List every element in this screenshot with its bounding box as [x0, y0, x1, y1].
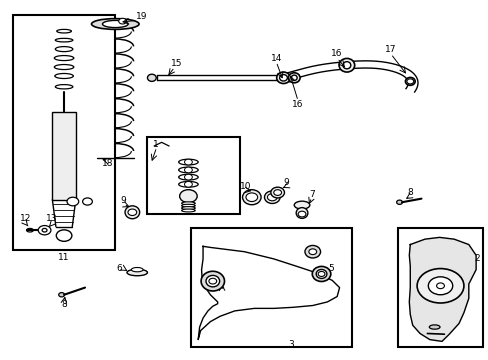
Circle shape [184, 159, 192, 165]
Text: 8: 8 [407, 188, 412, 197]
Circle shape [179, 190, 197, 203]
Text: 10: 10 [239, 182, 251, 191]
Ellipse shape [55, 46, 73, 51]
Ellipse shape [127, 269, 147, 276]
Ellipse shape [178, 159, 198, 165]
Circle shape [128, 209, 137, 216]
Ellipse shape [54, 55, 74, 60]
Circle shape [427, 277, 452, 295]
Bar [147, 137, 239, 214]
Ellipse shape [54, 64, 74, 69]
Text: 16: 16 [331, 49, 342, 58]
Circle shape [245, 193, 257, 202]
Ellipse shape [205, 275, 219, 287]
Ellipse shape [102, 21, 128, 28]
Circle shape [56, 230, 72, 241]
Text: 4: 4 [218, 282, 224, 291]
Circle shape [406, 79, 413, 84]
Ellipse shape [55, 85, 73, 89]
Text: 9: 9 [121, 196, 126, 205]
Circle shape [184, 167, 192, 173]
Bar [13, 15, 115, 250]
Ellipse shape [181, 204, 195, 207]
Text: 3: 3 [287, 340, 293, 349]
Ellipse shape [264, 191, 280, 203]
Text: 2: 2 [474, 254, 479, 263]
Ellipse shape [178, 167, 198, 173]
Ellipse shape [294, 201, 309, 209]
Text: 16: 16 [292, 100, 303, 109]
Circle shape [308, 249, 316, 255]
Ellipse shape [125, 206, 140, 219]
Ellipse shape [405, 77, 414, 85]
Circle shape [119, 18, 126, 24]
Ellipse shape [59, 293, 64, 297]
Ellipse shape [338, 58, 354, 72]
Circle shape [184, 181, 192, 187]
Text: 13: 13 [46, 214, 58, 223]
Text: 19: 19 [136, 12, 147, 21]
Text: 12: 12 [20, 214, 32, 223]
Ellipse shape [181, 202, 195, 205]
Text: 15: 15 [170, 59, 182, 68]
Bar [397, 228, 483, 347]
Ellipse shape [396, 200, 402, 204]
Ellipse shape [181, 209, 195, 212]
Ellipse shape [296, 208, 307, 219]
Text: 11: 11 [58, 253, 70, 262]
Circle shape [318, 271, 325, 276]
Ellipse shape [55, 39, 73, 42]
Text: 5: 5 [328, 265, 333, 274]
Ellipse shape [55, 73, 73, 78]
Ellipse shape [270, 187, 284, 198]
Ellipse shape [342, 62, 350, 69]
Circle shape [273, 190, 281, 195]
Circle shape [82, 198, 92, 205]
Circle shape [298, 211, 305, 217]
Ellipse shape [147, 74, 156, 81]
Ellipse shape [316, 270, 326, 278]
Text: 1: 1 [153, 140, 158, 149]
Text: 8: 8 [61, 300, 67, 309]
Text: 6: 6 [116, 265, 122, 274]
Ellipse shape [305, 246, 320, 258]
Ellipse shape [181, 207, 195, 210]
Text: 18: 18 [102, 159, 114, 168]
Bar [190, 228, 351, 347]
Ellipse shape [26, 228, 33, 232]
Text: 17: 17 [384, 45, 396, 54]
Ellipse shape [178, 174, 198, 180]
Ellipse shape [242, 190, 261, 205]
Circle shape [42, 228, 47, 232]
Text: 9: 9 [283, 178, 288, 187]
Ellipse shape [131, 267, 143, 272]
Circle shape [208, 278, 216, 284]
Ellipse shape [276, 72, 290, 84]
Bar [52, 112, 76, 200]
Circle shape [436, 283, 444, 289]
Ellipse shape [201, 271, 224, 291]
Polygon shape [198, 246, 339, 339]
Ellipse shape [57, 30, 71, 33]
Polygon shape [408, 237, 475, 341]
Ellipse shape [178, 181, 198, 187]
Ellipse shape [312, 266, 330, 282]
Circle shape [184, 174, 192, 180]
Ellipse shape [288, 73, 300, 83]
Circle shape [416, 269, 463, 303]
Ellipse shape [91, 19, 139, 30]
Text: 7: 7 [308, 190, 314, 199]
Text: 14: 14 [270, 54, 281, 63]
Ellipse shape [291, 75, 297, 81]
Ellipse shape [279, 75, 287, 81]
Circle shape [38, 226, 51, 235]
Circle shape [67, 197, 79, 206]
Ellipse shape [428, 325, 439, 329]
Circle shape [267, 194, 277, 201]
